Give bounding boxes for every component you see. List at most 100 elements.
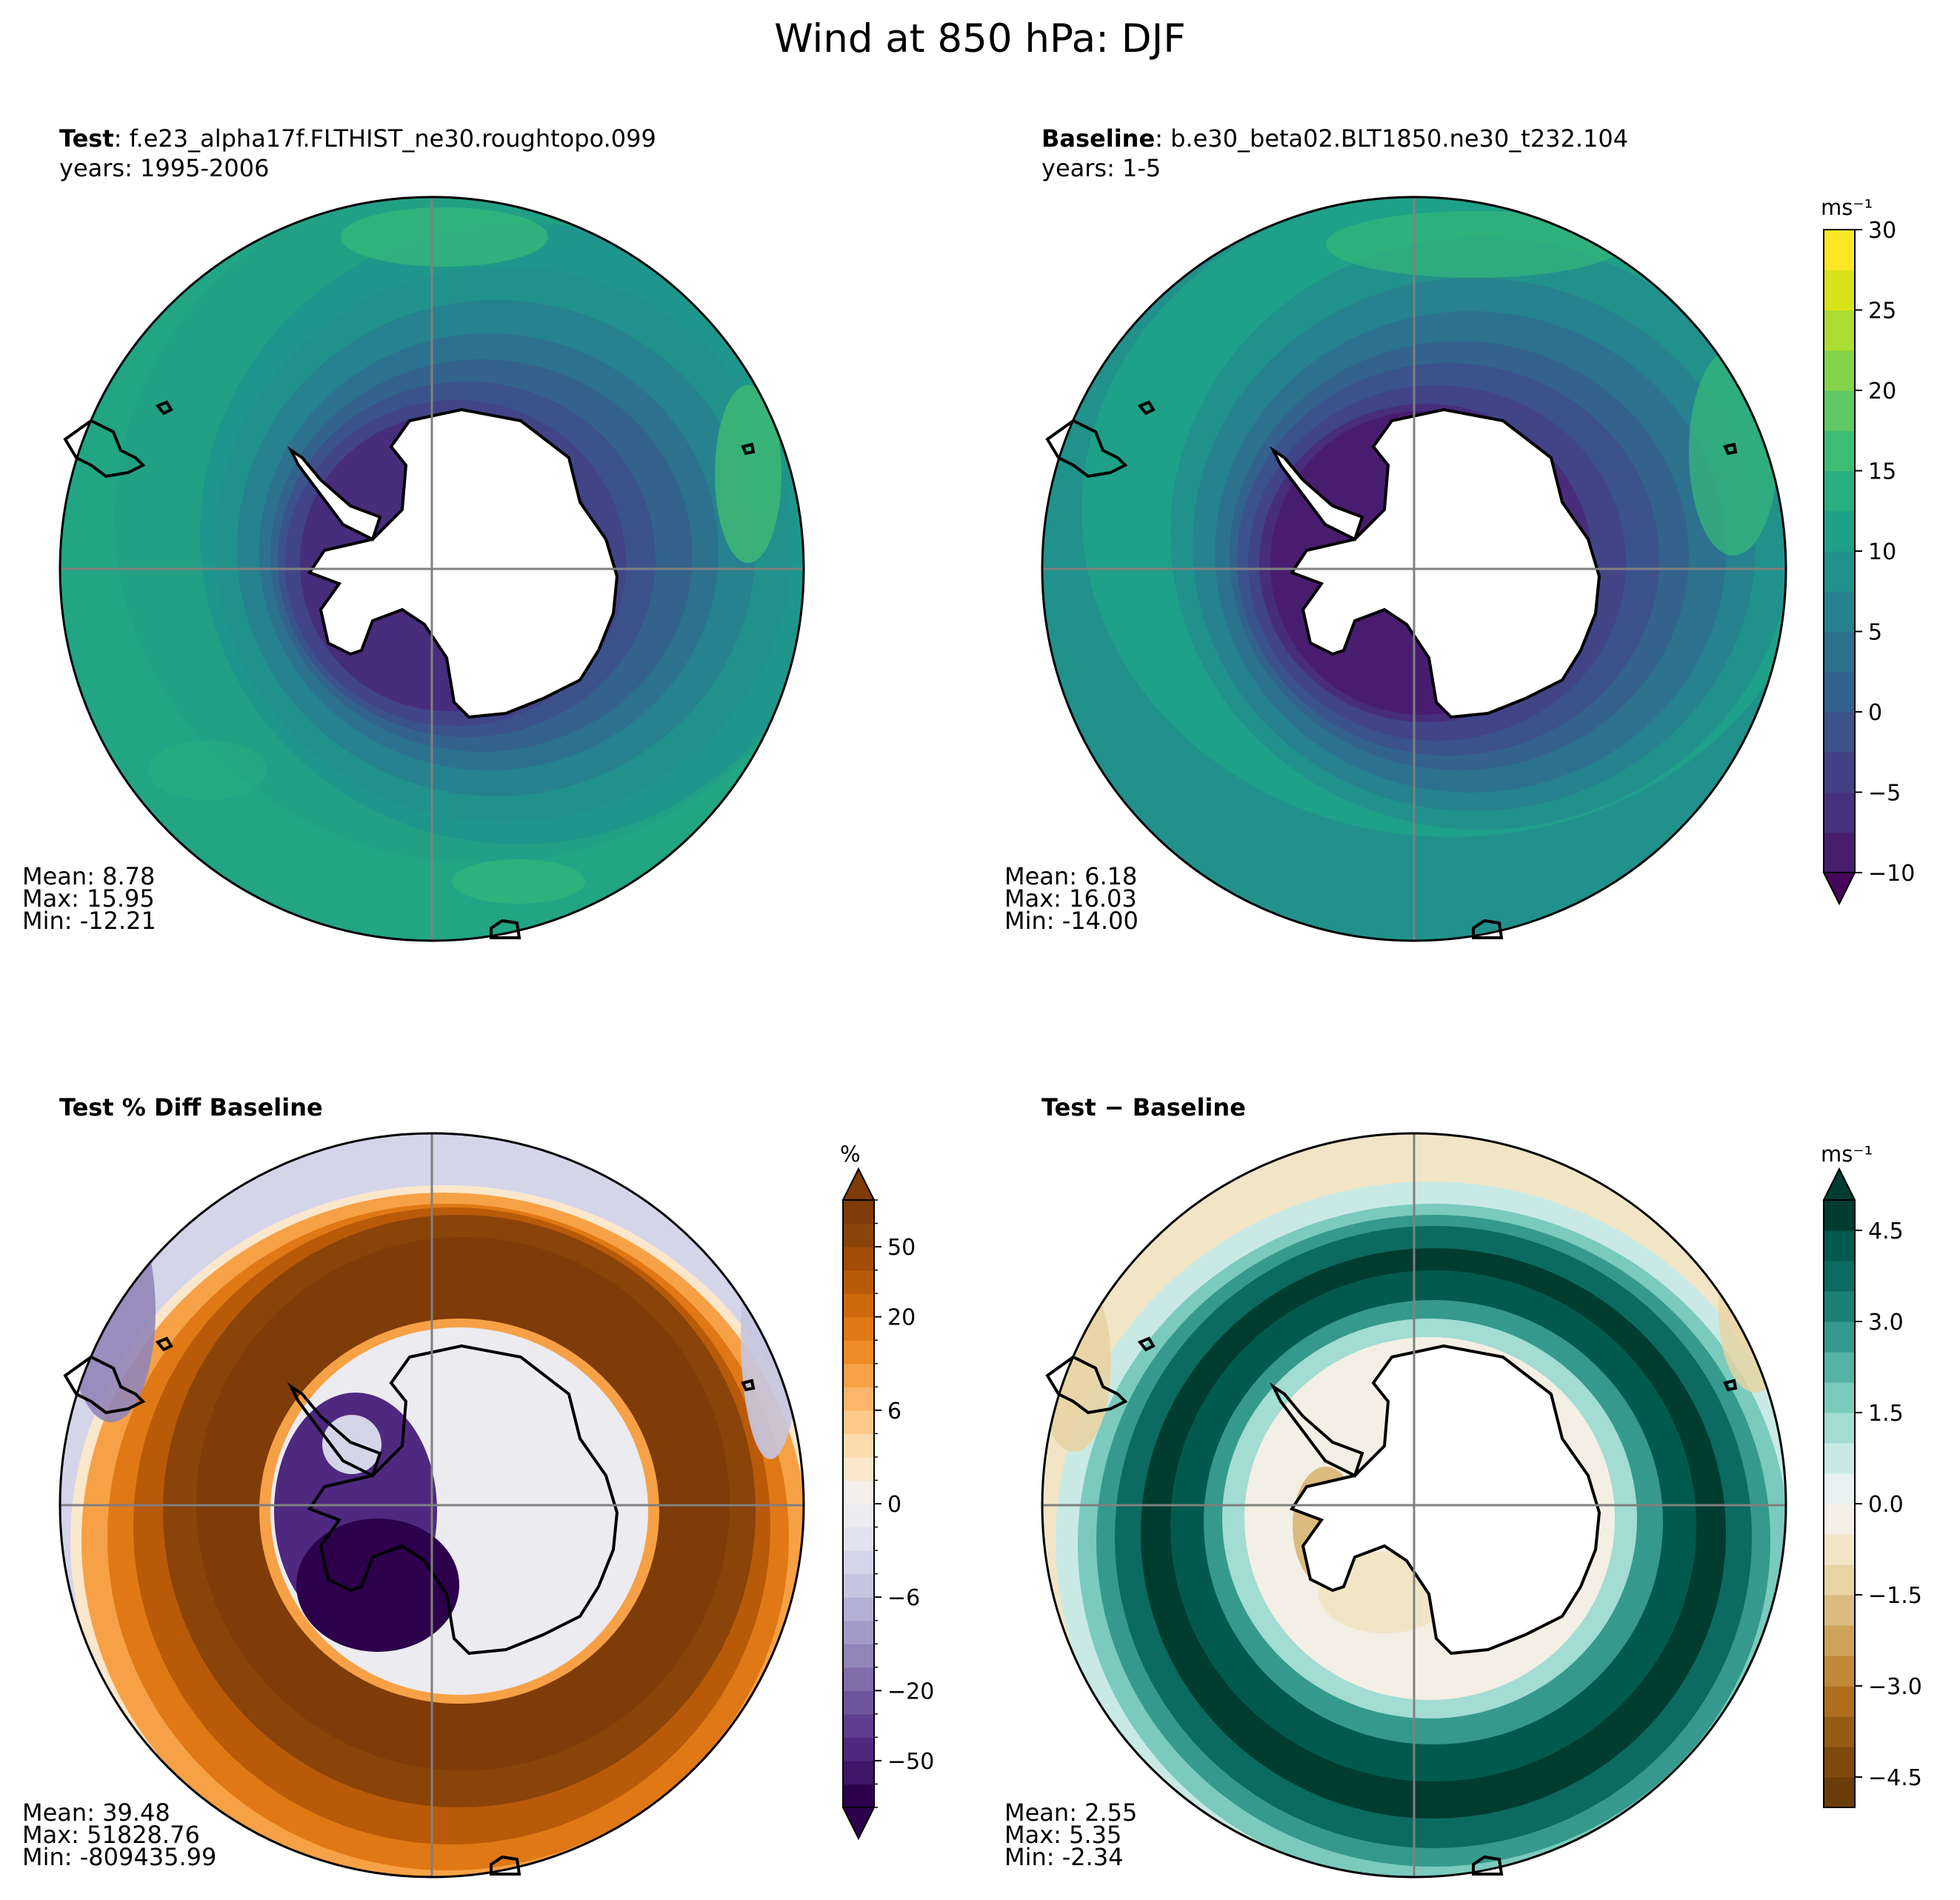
- test-stats: Mean: 8.78 Max: 15.95 Min: -12.21: [22, 864, 156, 935]
- main-colorbar-band: [1824, 671, 1855, 713]
- pct-colorbar-band: [843, 1644, 874, 1668]
- pct-colorbar-band: [843, 1200, 874, 1224]
- pct-colorbar-band: [843, 1293, 874, 1318]
- main-colorbar-tick-label: 0: [1868, 700, 1882, 726]
- pct-colorbar-units-label: %: [840, 1141, 861, 1167]
- pct-diff-min: Min: -809435.99: [22, 1843, 217, 1871]
- diff-colorbar-units-label: ms⁻¹: [1821, 1141, 1873, 1167]
- pct-colorbar-band: [843, 1620, 874, 1644]
- main-colorbar-band: [1824, 230, 1855, 270]
- main-colorbar-band: [1824, 510, 1855, 552]
- abs-diff-min: Min: -2.34: [1004, 1843, 1124, 1871]
- abs-diff-max: Max: 5.35: [1004, 1821, 1122, 1849]
- diff-colorbar-tick-label: 4.5: [1868, 1219, 1904, 1244]
- pct-diff-polar-map: [60, 1133, 804, 1877]
- diff-colorbar-tick-label: −4.5: [1868, 1765, 1922, 1791]
- baseline-years: years: 1-5: [1041, 154, 1161, 182]
- main-colorbar-extend-min: [1822, 872, 1856, 906]
- main-colorbar-units-label: ms⁻¹: [1821, 195, 1873, 220]
- test-case-name: f.e23_alpha17f.FLTHIST_ne30.roughtopo.09…: [129, 124, 656, 153]
- diff-colorbar-tick-label: 3.0: [1868, 1310, 1904, 1336]
- pct-colorbar-band: [843, 1247, 874, 1271]
- diff-colorbar-band: [1824, 1625, 1855, 1656]
- diff-colorbar-band: [1824, 1291, 1855, 1322]
- diff-colorbar-tick-label: 0.0: [1868, 1492, 1904, 1518]
- baseline-map-boundary: [1041, 196, 1787, 942]
- main-colorbar-band: [1824, 551, 1855, 592]
- baseline-panel-title: Baseline: b.e30_beta02.BLT1850.ne30_t232…: [1041, 124, 1629, 153]
- pct-colorbar-band: [843, 1410, 874, 1434]
- diff-colorbar-band: [1824, 1777, 1855, 1808]
- diff-colorbar-tick-label: 1.5: [1868, 1401, 1904, 1427]
- pct-colorbar-extend-min: [841, 1807, 876, 1841]
- pct-colorbar-band: [843, 1550, 874, 1575]
- main-colorbar-tick-label: 15: [1868, 459, 1896, 485]
- abs-diff-panel-title: Test − Baseline: [1041, 1093, 1246, 1121]
- pct-colorbar-tick-label: 0: [887, 1492, 901, 1518]
- main-colorbar-band: [1824, 752, 1855, 793]
- test-min: Min: -12.21: [22, 907, 156, 935]
- main-colorbar-band: [1824, 470, 1855, 512]
- diff-colorbar-band: [1824, 1564, 1855, 1596]
- pct-colorbar-tick-label: −50: [887, 1749, 934, 1775]
- diff-colorbar-band: [1824, 1504, 1855, 1535]
- main-colorbar-tick-label: 30: [1868, 218, 1896, 244]
- test-panel-title: Test: f.e23_alpha17f.FLTHIST_ne30.rought…: [59, 124, 656, 153]
- main-colorbar-band: [1824, 631, 1855, 673]
- test-label: Test: [59, 124, 114, 153]
- pct-colorbar-band: [843, 1480, 874, 1504]
- pct-colorbar-band: [843, 1340, 874, 1364]
- pct-colorbar-band: [843, 1597, 874, 1621]
- diff-colorbar-band: [1824, 1473, 1855, 1504]
- main-colorbar-band: [1824, 350, 1855, 391]
- pct-colorbar-band: [843, 1760, 874, 1785]
- baseline-mean: Mean: 6.18: [1004, 862, 1138, 890]
- main-colorbar-tick-label: 20: [1868, 379, 1896, 404]
- diff-colorbar-band: [1824, 1382, 1855, 1413]
- test-max: Max: 15.95: [22, 884, 155, 913]
- abs-diff-stats: Mean: 2.55 Max: 5.35 Min: -2.34: [1004, 1799, 1138, 1871]
- diff-colorbar-band: [1824, 1716, 1855, 1747]
- baseline-min: Min: -14.00: [1004, 907, 1139, 935]
- pct-colorbar-tick-label: 50: [887, 1235, 916, 1261]
- diff-colorbar-band: [1824, 1413, 1855, 1444]
- main-colorbar-band: [1824, 310, 1855, 351]
- pct-colorbar-band: [843, 1504, 874, 1528]
- pct-colorbar-band: [843, 1573, 874, 1598]
- diff-colorbar-band: [1824, 1352, 1855, 1383]
- baseline-label: Baseline: [1041, 124, 1156, 153]
- pct-colorbar-tick-label: −20: [887, 1679, 934, 1704]
- figure-title: Wind at 850 hPa: DJF: [774, 16, 1186, 61]
- pct-colorbar-band: [843, 1433, 874, 1458]
- diff-colorbar-extend-max: [1822, 1167, 1856, 1201]
- diff-colorbar-band: [1824, 1686, 1855, 1717]
- pct-colorbar-band: [843, 1456, 874, 1481]
- abs-diff-mean: Mean: 2.55: [1004, 1799, 1138, 1827]
- pct-diff-max: Max: 51828.76: [22, 1821, 200, 1849]
- baseline-stats: Mean: 6.18 Max: 16.03 Min: -14.00: [1004, 862, 1139, 935]
- pct-diff-map-boundary: [59, 1132, 805, 1879]
- main-colorbar-band: [1824, 430, 1855, 472]
- main-colorbar-band: [1824, 591, 1855, 633]
- diff-colorbar-tick-label: −3.0: [1868, 1674, 1922, 1700]
- pct-diff-mean: Mean: 39.48: [22, 1799, 170, 1827]
- diff-colorbar-band: [1824, 1595, 1855, 1626]
- diff-colorbar-band: [1824, 1747, 1855, 1778]
- main-colorbar-band: [1824, 792, 1855, 833]
- test-years: years: 1995-2006: [59, 154, 270, 182]
- pct-colorbar-tick-label: 20: [887, 1305, 916, 1331]
- diff-colorbar-band: [1824, 1230, 1855, 1261]
- pct-colorbar-band: [843, 1737, 874, 1761]
- main-colorbar-tick-label: −10: [1868, 861, 1915, 887]
- pct-colorbar-band: [843, 1387, 874, 1411]
- main-colorbar-band: [1824, 270, 1855, 311]
- pct-colorbar-band: [843, 1713, 874, 1738]
- main-colorbar-tick-label: 10: [1868, 539, 1896, 565]
- diff-colorbar-band: [1824, 1443, 1855, 1474]
- diff-colorbar-band: [1824, 1321, 1855, 1353]
- main-colorbar-tick-label: −5: [1868, 781, 1901, 807]
- abs-diff-map-boundary: [1041, 1132, 1787, 1879]
- main-colorbar-band: [1824, 390, 1855, 431]
